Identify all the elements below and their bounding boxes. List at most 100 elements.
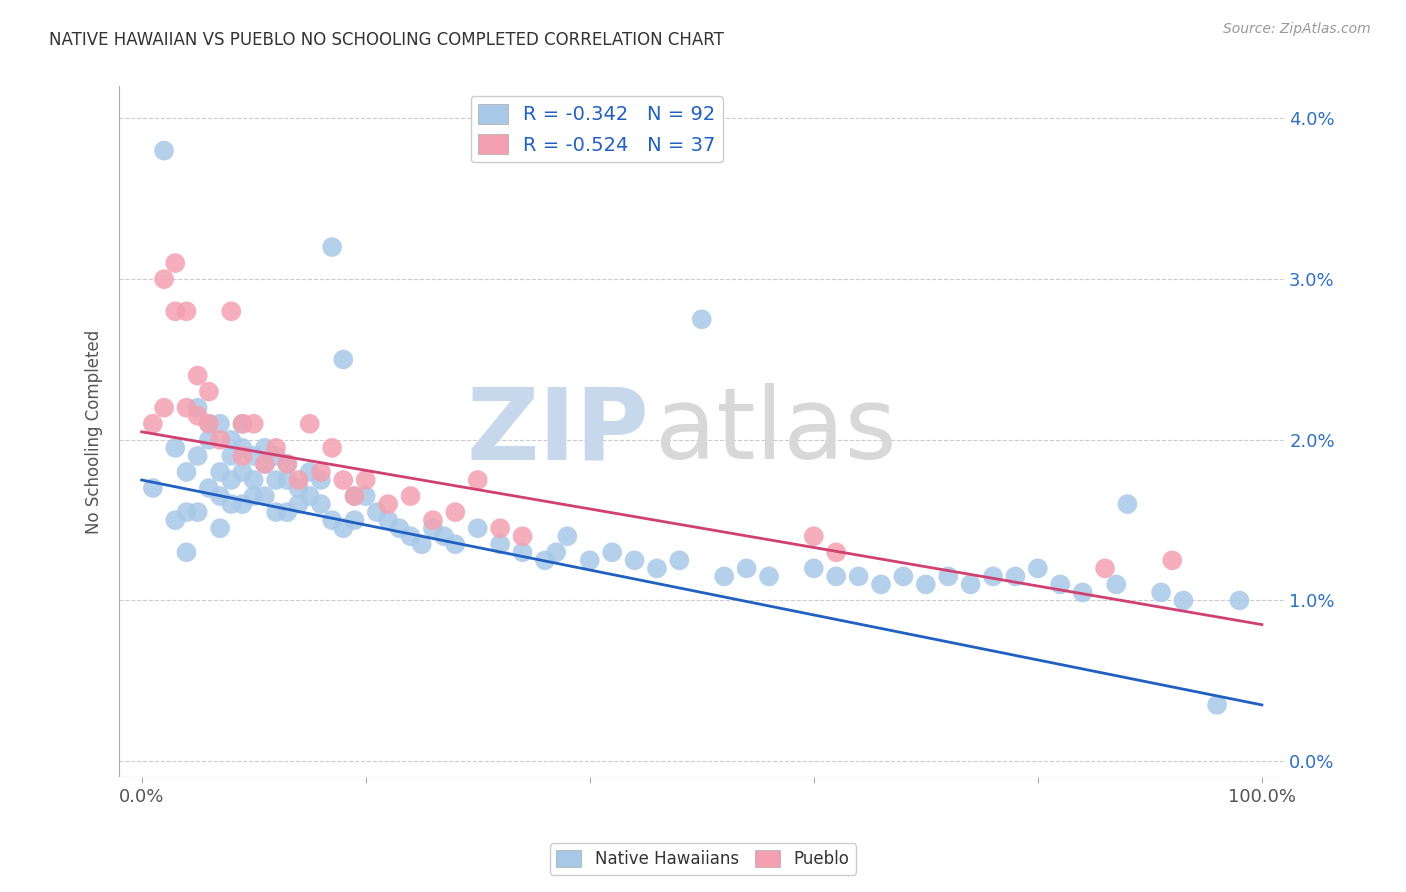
Native Hawaiians: [1173, 593, 1195, 607]
Pueblo: [422, 513, 444, 527]
Native Hawaiians: [209, 465, 232, 479]
Native Hawaiians: [1071, 585, 1094, 599]
Native Hawaiians: [165, 513, 187, 527]
Pueblo: [165, 256, 187, 270]
Native Hawaiians: [870, 577, 893, 591]
Native Hawaiians: [287, 481, 309, 495]
Pueblo: [231, 417, 253, 431]
Pueblo: [231, 449, 253, 463]
Pueblo: [253, 457, 276, 471]
Native Hawaiians: [914, 577, 936, 591]
Native Hawaiians: [276, 505, 298, 519]
Native Hawaiians: [221, 433, 243, 447]
Native Hawaiians: [309, 473, 332, 487]
Pueblo: [287, 473, 309, 487]
Native Hawaiians: [433, 529, 456, 543]
Native Hawaiians: [668, 553, 690, 567]
Native Hawaiians: [209, 417, 232, 431]
Native Hawaiians: [153, 144, 176, 158]
Pueblo: [467, 473, 489, 487]
Pueblo: [221, 304, 243, 318]
Pueblo: [276, 457, 298, 471]
Native Hawaiians: [209, 489, 232, 503]
Native Hawaiians: [276, 473, 298, 487]
Native Hawaiians: [287, 497, 309, 511]
Pueblo: [176, 401, 198, 415]
Native Hawaiians: [354, 489, 377, 503]
Native Hawaiians: [467, 521, 489, 535]
Pueblo: [825, 545, 848, 559]
Pueblo: [343, 489, 366, 503]
Native Hawaiians: [209, 521, 232, 535]
Native Hawaiians: [231, 497, 253, 511]
Pueblo: [142, 417, 165, 431]
Native Hawaiians: [366, 505, 388, 519]
Pueblo: [1094, 561, 1116, 575]
Pueblo: [489, 521, 512, 535]
Native Hawaiians: [253, 441, 276, 455]
Native Hawaiians: [959, 577, 981, 591]
Pueblo: [321, 441, 343, 455]
Native Hawaiians: [187, 401, 209, 415]
Native Hawaiians: [623, 553, 645, 567]
Native Hawaiians: [1026, 561, 1049, 575]
Native Hawaiians: [758, 569, 780, 583]
Native Hawaiians: [600, 545, 623, 559]
Pueblo: [242, 417, 264, 431]
Pueblo: [512, 529, 534, 543]
Native Hawaiians: [848, 569, 870, 583]
Text: NATIVE HAWAIIAN VS PUEBLO NO SCHOOLING COMPLETED CORRELATION CHART: NATIVE HAWAIIAN VS PUEBLO NO SCHOOLING C…: [49, 31, 724, 49]
Pueblo: [332, 473, 354, 487]
Text: ZIP: ZIP: [467, 384, 650, 480]
Native Hawaiians: [893, 569, 915, 583]
Native Hawaiians: [411, 537, 433, 551]
Text: atlas: atlas: [655, 384, 897, 480]
Native Hawaiians: [534, 553, 557, 567]
Native Hawaiians: [1150, 585, 1173, 599]
Native Hawaiians: [512, 545, 534, 559]
Native Hawaiians: [645, 561, 668, 575]
Pueblo: [165, 304, 187, 318]
Pueblo: [444, 505, 467, 519]
Native Hawaiians: [1049, 577, 1071, 591]
Native Hawaiians: [690, 312, 713, 326]
Native Hawaiians: [221, 473, 243, 487]
Native Hawaiians: [735, 561, 758, 575]
Native Hawaiians: [1116, 497, 1139, 511]
Native Hawaiians: [578, 553, 600, 567]
Pueblo: [209, 433, 232, 447]
Pueblo: [187, 409, 209, 423]
Pueblo: [354, 473, 377, 487]
Native Hawaiians: [803, 561, 825, 575]
Native Hawaiians: [198, 417, 221, 431]
Pueblo: [187, 368, 209, 383]
Pueblo: [176, 304, 198, 318]
Text: Source: ZipAtlas.com: Source: ZipAtlas.com: [1223, 22, 1371, 37]
Native Hawaiians: [231, 441, 253, 455]
Native Hawaiians: [242, 449, 264, 463]
Native Hawaiians: [422, 521, 444, 535]
Native Hawaiians: [321, 240, 343, 254]
Native Hawaiians: [377, 513, 399, 527]
Native Hawaiians: [936, 569, 959, 583]
Pueblo: [153, 272, 176, 286]
Native Hawaiians: [231, 465, 253, 479]
Pueblo: [803, 529, 825, 543]
Native Hawaiians: [321, 513, 343, 527]
Native Hawaiians: [489, 537, 512, 551]
Legend: R = -0.342   N = 92, R = -0.524   N = 37: R = -0.342 N = 92, R = -0.524 N = 37: [471, 96, 723, 162]
Native Hawaiians: [332, 521, 354, 535]
Native Hawaiians: [221, 497, 243, 511]
Native Hawaiians: [444, 537, 467, 551]
Native Hawaiians: [388, 521, 411, 535]
Native Hawaiians: [546, 545, 568, 559]
Native Hawaiians: [343, 513, 366, 527]
Native Hawaiians: [242, 473, 264, 487]
Native Hawaiians: [231, 417, 253, 431]
Pueblo: [298, 417, 321, 431]
Native Hawaiians: [253, 457, 276, 471]
Legend: Native Hawaiians, Pueblo: Native Hawaiians, Pueblo: [550, 843, 856, 875]
Native Hawaiians: [825, 569, 848, 583]
Pueblo: [264, 441, 287, 455]
Native Hawaiians: [187, 505, 209, 519]
